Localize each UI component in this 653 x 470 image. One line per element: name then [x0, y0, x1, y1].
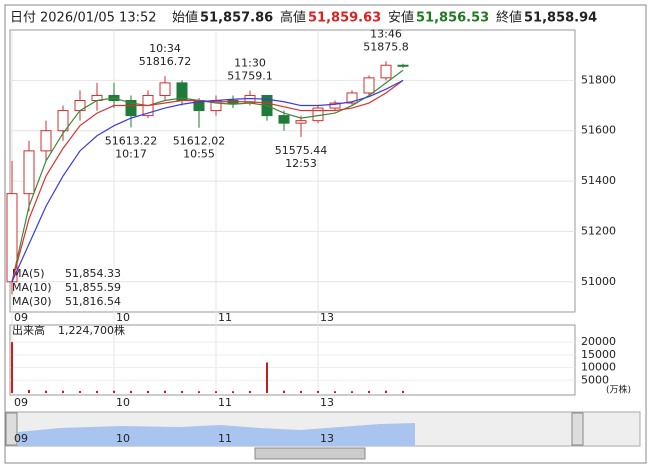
y-tick-label: 10000 — [581, 361, 616, 374]
x-tick-label: 13 — [320, 311, 334, 324]
volume-bar — [181, 390, 183, 393]
volume-title: 出来高 — [12, 323, 45, 337]
candle-body — [312, 107, 324, 122]
volume-bar — [249, 390, 251, 393]
low-label: 安値 — [388, 10, 414, 26]
annotation-value: 51816.72 — [139, 55, 192, 68]
volume-bar — [11, 342, 13, 393]
volume-bar — [164, 390, 166, 393]
scroll-left[interactable] — [5, 412, 18, 446]
legend-name: MA(5) — [12, 267, 45, 280]
high-label: 高値 — [280, 10, 306, 26]
volume-panel — [9, 324, 576, 396]
legend-value: 51,855.59 — [65, 281, 121, 294]
x-tick-label: 11 — [218, 311, 232, 324]
x-tick-label: 10 — [116, 311, 130, 324]
annotation-value: 51875.8 — [363, 40, 409, 53]
frame — [4, 4, 647, 464]
volume-bar — [130, 390, 132, 393]
annotation-time: 10:55 — [183, 148, 215, 161]
candle-body — [363, 77, 375, 94]
scroll-thumb[interactable] — [254, 447, 366, 460]
annotation-value: 51612.02 — [173, 135, 226, 148]
x-tick-label: 10 — [116, 396, 130, 409]
x-tick-label: 13 — [320, 396, 334, 409]
volume-bar — [215, 391, 217, 393]
volume-bar — [385, 390, 387, 393]
x-tick-label: 11 — [218, 432, 232, 445]
x-tick-label: 11 — [218, 396, 232, 409]
annotation-value: 51575.44 — [275, 144, 328, 157]
volume-bar — [368, 390, 370, 393]
legend-value: 51,816.54 — [65, 295, 121, 308]
volume-bar — [232, 391, 234, 393]
candle-body — [57, 110, 69, 132]
x-tick-label: 09 — [14, 396, 28, 409]
volume-bar — [334, 391, 336, 393]
x-tick-label: 13 — [320, 432, 334, 445]
candle-body — [397, 64, 409, 67]
volume-bar — [402, 390, 404, 393]
candle-body — [278, 115, 290, 124]
open-label: 始値 — [172, 10, 198, 26]
annotation-time: 11:30 — [234, 57, 266, 70]
volume-bar — [147, 390, 149, 393]
low: 51,856.53 — [416, 11, 489, 26]
overview-area — [18, 423, 415, 446]
annotation-time: 13:46 — [370, 27, 402, 40]
volume-bar — [28, 389, 30, 393]
candle-body — [380, 64, 392, 79]
y-tick-label: 20000 — [581, 335, 616, 348]
ma-line — [11, 69, 404, 282]
volume-total: 1,224,700株 — [58, 323, 125, 337]
ma-line — [11, 79, 404, 283]
y-tick-label: 51600 — [581, 124, 616, 137]
annotation-time: 10:17 — [115, 147, 147, 160]
close: 51,858.94 — [524, 11, 597, 26]
x-tick-label: 09 — [14, 311, 28, 324]
y-tick-label: 15000 — [581, 348, 616, 361]
volume-bar — [198, 391, 200, 393]
x-tick-label: 10 — [116, 432, 130, 445]
candle-body — [329, 102, 341, 109]
volume-bar — [266, 362, 268, 393]
open: 51,857.86 — [200, 11, 273, 26]
candle-body — [295, 120, 307, 124]
scroll-right[interactable] — [571, 412, 584, 446]
volume-unit: (万株) — [606, 384, 631, 396]
volume-bar — [317, 390, 319, 393]
volume-bar — [113, 390, 115, 393]
candle-body — [346, 92, 358, 104]
legend-name: MA(10) — [12, 281, 52, 294]
date-label: 日付 — [10, 11, 36, 26]
y-tick-label: 51800 — [581, 73, 616, 86]
volume-bar — [62, 390, 64, 393]
datetime: 2026/01/05 13:52 — [40, 11, 157, 26]
high: 51,859.63 — [308, 11, 381, 26]
volume-bar — [45, 390, 47, 393]
candle-body — [40, 130, 52, 152]
y-tick-label: 51200 — [581, 224, 616, 237]
annotation-value: 51613.22 — [105, 134, 158, 147]
volume-bar — [351, 391, 353, 393]
y-tick-label: 51400 — [581, 174, 616, 187]
volume-bar — [79, 390, 81, 393]
annotation-time: 10:34 — [149, 42, 181, 55]
close-label: 終値 — [496, 10, 522, 26]
annotation-value: 51759.1 — [227, 70, 273, 83]
y-tick-label: 51000 — [581, 275, 616, 288]
candle-body — [159, 82, 171, 96]
candle-body — [125, 100, 137, 117]
price-panel — [9, 29, 576, 313]
volume-bar — [96, 390, 98, 393]
volume-bar — [283, 390, 285, 393]
volume-bar — [300, 390, 302, 393]
annotation-time: 12:53 — [285, 157, 317, 170]
x-tick-label: 09 — [14, 432, 28, 445]
legend-name: MA(30) — [12, 295, 52, 308]
y-tick-label: 5000 — [581, 373, 609, 386]
legend-value: 51,854.33 — [65, 267, 121, 280]
candle-body — [23, 150, 35, 195]
